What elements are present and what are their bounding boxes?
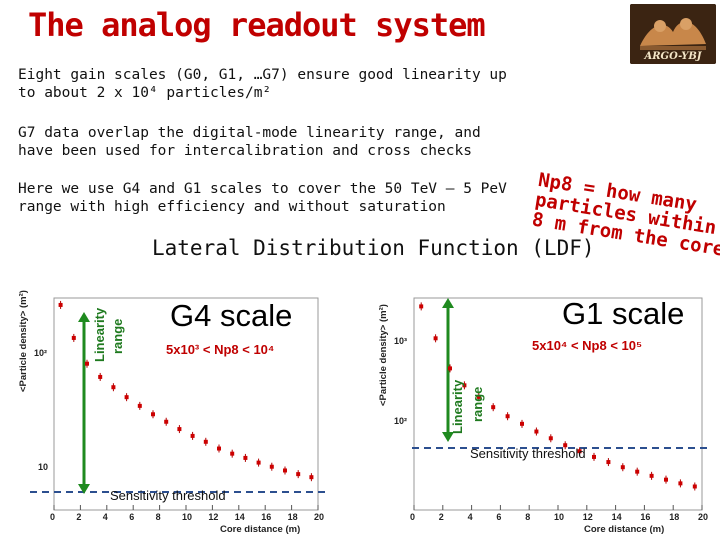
data-point xyxy=(71,335,76,340)
linearity-arrow-head-top xyxy=(442,298,454,308)
data-point xyxy=(448,366,452,371)
data-point xyxy=(151,412,155,417)
data-point xyxy=(548,436,553,441)
data-point xyxy=(534,429,539,434)
g4-np8-range: 5x10³ < Np8 < 10⁴ xyxy=(166,342,275,357)
x-tick-label: 10 xyxy=(182,512,193,522)
data-point xyxy=(217,446,221,451)
g4-plot-canvas xyxy=(30,297,330,511)
x-tick-label: 6 xyxy=(129,512,135,522)
data-point xyxy=(505,414,510,419)
x-tick-label: 20 xyxy=(698,512,709,522)
x-tick-label: 8 xyxy=(525,512,531,522)
data-point xyxy=(635,469,640,474)
linearity-arrow-head-top xyxy=(78,312,90,322)
data-point xyxy=(256,460,261,465)
x-tick-label: 12 xyxy=(582,512,593,522)
data-point xyxy=(269,464,274,469)
data-point xyxy=(692,484,697,489)
data-point xyxy=(243,455,248,460)
paragraph-g4-g1: Here we use G4 and G1 scales to cover th… xyxy=(18,181,507,215)
data-point xyxy=(419,304,424,309)
data-point xyxy=(491,405,496,410)
x-tick-label: 6 xyxy=(496,512,502,522)
data-point xyxy=(98,374,103,379)
page-title: The analog readout system xyxy=(28,6,486,44)
x-tick-label: 12 xyxy=(208,512,219,522)
data-point xyxy=(520,421,524,426)
data-point xyxy=(190,433,195,438)
data-point xyxy=(664,477,668,482)
g4-ylabel: <Particle density> (m²) xyxy=(18,290,29,392)
g1-scale-title: G1 scale xyxy=(562,296,685,331)
data-point xyxy=(296,472,301,477)
data-point xyxy=(563,443,568,448)
paragraph-g7-overlap: G7 data overlap the digital-mode lineari… xyxy=(18,125,481,159)
linearity-arrow-head-bottom xyxy=(442,432,454,442)
logo-artwork xyxy=(630,4,716,64)
x-tick-label: 4 xyxy=(102,512,108,522)
x-tick-label: 2 xyxy=(76,512,82,522)
x-tick-label: 0 xyxy=(410,512,416,522)
paragraph-gain-scales: Eight gain scales (G0, G1, …G7) ensure g… xyxy=(18,67,507,101)
data-point xyxy=(164,419,169,424)
g1-range-label: range xyxy=(470,386,485,422)
g4-linearity-label: Linearity xyxy=(92,307,107,362)
g1-plot: <Particle density> (m²) 10³ 10² Linearit… xyxy=(372,282,720,540)
g4-sensitivity-label: Sensitivity threshold xyxy=(110,488,226,503)
g4-range-label: range xyxy=(110,318,125,354)
data-point xyxy=(620,465,625,470)
g4-ytick: 10² xyxy=(34,348,48,358)
g1-plot-canvas xyxy=(412,297,712,511)
ldf-heading: Lateral Distribution Function (LDF) xyxy=(152,236,595,260)
data-point xyxy=(203,439,208,444)
data-point xyxy=(124,395,129,400)
g1-linearity-label: Linearity xyxy=(450,379,465,434)
data-point xyxy=(433,336,438,341)
g4-scale-title: G4 scale xyxy=(170,298,293,333)
data-point xyxy=(85,361,89,366)
data-point xyxy=(592,454,596,459)
data-point xyxy=(177,427,182,432)
x-tick-label: 14 xyxy=(234,512,245,522)
g4-plot: <Particle density> (m²) 10² 10 Linearity… xyxy=(0,282,340,540)
g1-xlabel: Core distance (m) xyxy=(584,524,665,535)
data-point xyxy=(111,385,116,390)
data-point xyxy=(577,449,582,454)
g1-ylabel: <Particle density> (m²) xyxy=(378,304,389,406)
x-tick-label: 16 xyxy=(640,512,651,522)
g1-ytick: 10³ xyxy=(394,336,408,346)
x-tick-label: 18 xyxy=(669,512,680,522)
g4-ytick: 10 xyxy=(38,462,49,472)
x-tick-label: 14 xyxy=(611,512,622,522)
np8-definition-note: Np8 = how many particles within 8 m from… xyxy=(530,169,720,261)
x-tick-label: 18 xyxy=(287,512,298,522)
x-tick-label: 20 xyxy=(314,512,325,522)
logo-text: ARGO-YBJ xyxy=(644,51,702,62)
data-point xyxy=(137,403,142,408)
data-point xyxy=(309,475,314,480)
x-tick-label: 4 xyxy=(467,512,473,522)
x-tick-label: 8 xyxy=(155,512,161,522)
data-point xyxy=(649,473,654,478)
data-point xyxy=(230,451,235,456)
data-point xyxy=(462,383,467,388)
data-point xyxy=(606,460,611,465)
g1-ytick: 10² xyxy=(394,416,408,426)
data-point xyxy=(58,302,63,307)
x-tick-label: 16 xyxy=(261,512,272,522)
g1-sensitivity-label: Sensitivity threshold xyxy=(470,446,586,461)
x-tick-label: 0 xyxy=(50,512,56,522)
x-tick-label: 2 xyxy=(438,512,444,522)
argo-ybj-logo: ARGO-YBJ xyxy=(630,4,716,64)
linearity-range-arrow xyxy=(78,312,90,494)
data-point xyxy=(476,394,481,399)
data-point xyxy=(678,481,683,486)
linearity-arrow-head-bottom xyxy=(78,484,90,494)
x-tick-label: 10 xyxy=(554,512,565,522)
g1-np8-range: 5x10⁴ < Np8 < 10⁵ xyxy=(532,338,643,353)
g4-xlabel: Core distance (m) xyxy=(220,524,301,535)
data-point xyxy=(283,468,287,473)
